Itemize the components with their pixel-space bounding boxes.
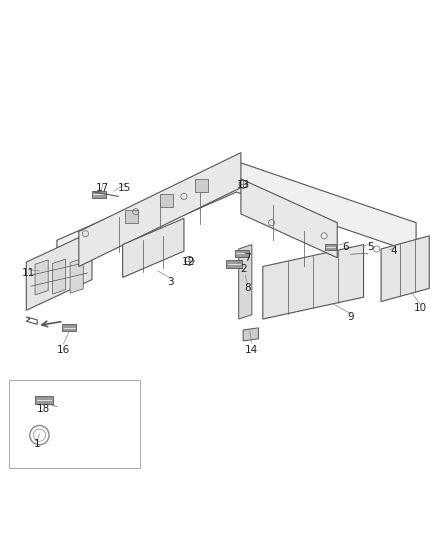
Text: 12: 12 [182, 257, 195, 267]
Polygon shape [325, 244, 336, 249]
Text: 2: 2 [240, 264, 247, 273]
Polygon shape [123, 219, 184, 278]
Text: 10: 10 [414, 303, 427, 313]
Polygon shape [195, 179, 208, 192]
Polygon shape [70, 258, 83, 293]
Polygon shape [125, 209, 138, 223]
Polygon shape [62, 324, 76, 332]
Polygon shape [243, 328, 258, 341]
Polygon shape [35, 260, 48, 295]
FancyBboxPatch shape [9, 381, 140, 468]
Text: 7: 7 [244, 253, 251, 263]
Text: 11: 11 [22, 268, 35, 278]
Polygon shape [263, 245, 364, 319]
Text: 1: 1 [34, 439, 41, 449]
Polygon shape [57, 161, 416, 271]
Text: 18: 18 [37, 404, 50, 414]
Text: 17: 17 [96, 183, 110, 192]
Polygon shape [381, 236, 429, 302]
Polygon shape [79, 152, 241, 266]
Polygon shape [35, 395, 53, 405]
Text: 16: 16 [57, 345, 70, 355]
Text: 3: 3 [167, 277, 174, 287]
Polygon shape [53, 259, 66, 294]
Text: 13: 13 [237, 181, 250, 190]
Polygon shape [241, 179, 337, 258]
Polygon shape [160, 194, 173, 207]
Text: 6: 6 [343, 242, 350, 252]
Polygon shape [26, 231, 92, 310]
Polygon shape [239, 245, 252, 319]
Text: 4: 4 [391, 246, 398, 256]
Text: 5: 5 [367, 242, 374, 252]
Text: 15: 15 [118, 183, 131, 192]
Text: 14: 14 [245, 345, 258, 355]
Polygon shape [226, 260, 242, 268]
Text: 9: 9 [347, 312, 354, 322]
Text: 8: 8 [244, 284, 251, 293]
Polygon shape [92, 191, 106, 198]
Polygon shape [235, 250, 249, 257]
